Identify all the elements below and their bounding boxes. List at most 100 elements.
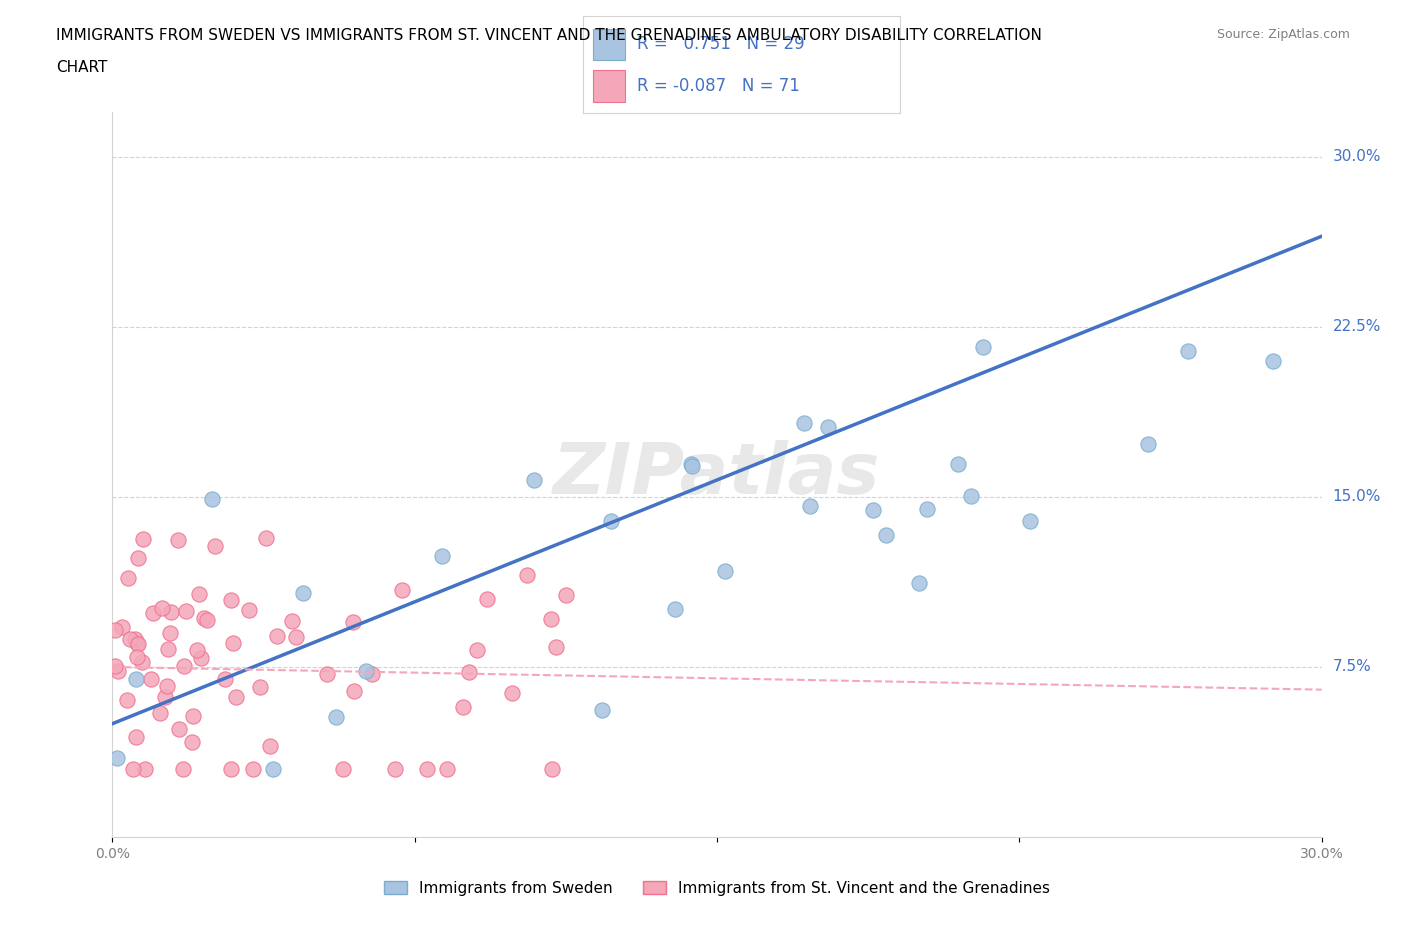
Point bbox=[122, 762, 145, 777]
Text: ZIPatlas: ZIPatlas bbox=[554, 440, 880, 509]
Point bbox=[501, 686, 523, 701]
Point bbox=[315, 666, 337, 681]
Point bbox=[1137, 436, 1160, 451]
Point bbox=[391, 583, 413, 598]
Text: IMMIGRANTS FROM SWEDEN VS IMMIGRANTS FROM ST. VINCENT AND THE GRENADINES AMBULAT: IMMIGRANTS FROM SWEDEN VS IMMIGRANTS FRO… bbox=[56, 28, 1042, 43]
Point bbox=[242, 762, 264, 777]
Point bbox=[188, 587, 211, 602]
Text: Source: ZipAtlas.com: Source: ZipAtlas.com bbox=[1216, 28, 1350, 41]
Point bbox=[946, 457, 969, 472]
Point bbox=[600, 513, 623, 528]
Point bbox=[679, 457, 702, 472]
Point bbox=[125, 729, 148, 744]
Point bbox=[149, 706, 172, 721]
Text: 30.0%: 30.0% bbox=[1333, 150, 1381, 165]
Point bbox=[238, 603, 260, 618]
Point bbox=[204, 538, 226, 553]
Point bbox=[139, 672, 162, 687]
Point bbox=[225, 690, 247, 705]
Point bbox=[115, 692, 138, 707]
Point bbox=[214, 671, 236, 686]
Point bbox=[555, 588, 578, 603]
Point bbox=[540, 612, 562, 627]
Bar bbox=[593, 71, 624, 101]
Point bbox=[219, 592, 242, 607]
Point bbox=[915, 501, 938, 516]
Point bbox=[167, 722, 190, 737]
Point bbox=[465, 643, 488, 658]
Point bbox=[195, 613, 218, 628]
Point bbox=[875, 528, 897, 543]
Point bbox=[713, 564, 735, 578]
Point bbox=[157, 641, 180, 656]
Point bbox=[181, 735, 204, 750]
Point bbox=[160, 604, 183, 619]
Point bbox=[959, 488, 981, 503]
Point bbox=[266, 629, 288, 644]
Point bbox=[117, 570, 139, 585]
Point bbox=[817, 419, 839, 434]
Point bbox=[972, 339, 994, 354]
Point bbox=[384, 762, 406, 777]
Point bbox=[249, 679, 271, 694]
Point bbox=[127, 551, 149, 565]
Text: 15.0%: 15.0% bbox=[1333, 489, 1381, 504]
Point bbox=[1263, 353, 1285, 368]
Point bbox=[354, 664, 377, 679]
Point bbox=[332, 762, 354, 777]
Point bbox=[451, 699, 474, 714]
Point bbox=[201, 492, 224, 507]
Point bbox=[190, 651, 212, 666]
Text: CHART: CHART bbox=[56, 60, 108, 75]
Point bbox=[523, 472, 546, 487]
Point bbox=[127, 637, 149, 652]
Point bbox=[105, 751, 128, 765]
Point bbox=[681, 458, 703, 473]
Point bbox=[436, 762, 458, 777]
Point bbox=[125, 650, 148, 665]
Point bbox=[134, 762, 156, 777]
Point bbox=[181, 709, 204, 724]
Point bbox=[186, 643, 208, 658]
Point bbox=[142, 605, 165, 620]
Point bbox=[908, 576, 931, 591]
Point bbox=[254, 531, 277, 546]
Point bbox=[360, 667, 382, 682]
Point bbox=[132, 532, 155, 547]
Point bbox=[167, 533, 190, 548]
Point bbox=[262, 762, 284, 777]
Point bbox=[173, 658, 195, 673]
Text: 7.5%: 7.5% bbox=[1333, 659, 1371, 674]
Point bbox=[862, 502, 884, 517]
Point bbox=[544, 640, 567, 655]
Point bbox=[664, 602, 686, 617]
Point bbox=[174, 604, 197, 618]
Point bbox=[111, 620, 134, 635]
Point bbox=[150, 601, 173, 616]
Point bbox=[430, 549, 453, 564]
Text: 22.5%: 22.5% bbox=[1333, 319, 1381, 335]
Point bbox=[325, 710, 347, 724]
Point bbox=[342, 615, 364, 630]
Point bbox=[127, 635, 149, 650]
Point bbox=[516, 567, 538, 582]
Point bbox=[107, 664, 129, 679]
Point bbox=[280, 613, 302, 628]
Point bbox=[285, 630, 308, 644]
Point bbox=[793, 415, 815, 430]
Point bbox=[193, 611, 215, 626]
Point bbox=[1018, 513, 1040, 528]
Point bbox=[292, 586, 315, 601]
Point bbox=[541, 762, 564, 777]
Bar bbox=[593, 29, 624, 60]
Point bbox=[125, 671, 148, 686]
Point bbox=[104, 622, 127, 637]
Point bbox=[1177, 344, 1199, 359]
Point bbox=[591, 702, 613, 717]
Point bbox=[259, 738, 281, 753]
Point bbox=[416, 762, 439, 777]
Point bbox=[222, 635, 245, 650]
Point bbox=[799, 498, 821, 513]
Text: R = -0.087   N = 71: R = -0.087 N = 71 bbox=[637, 77, 800, 95]
Point bbox=[131, 655, 153, 670]
